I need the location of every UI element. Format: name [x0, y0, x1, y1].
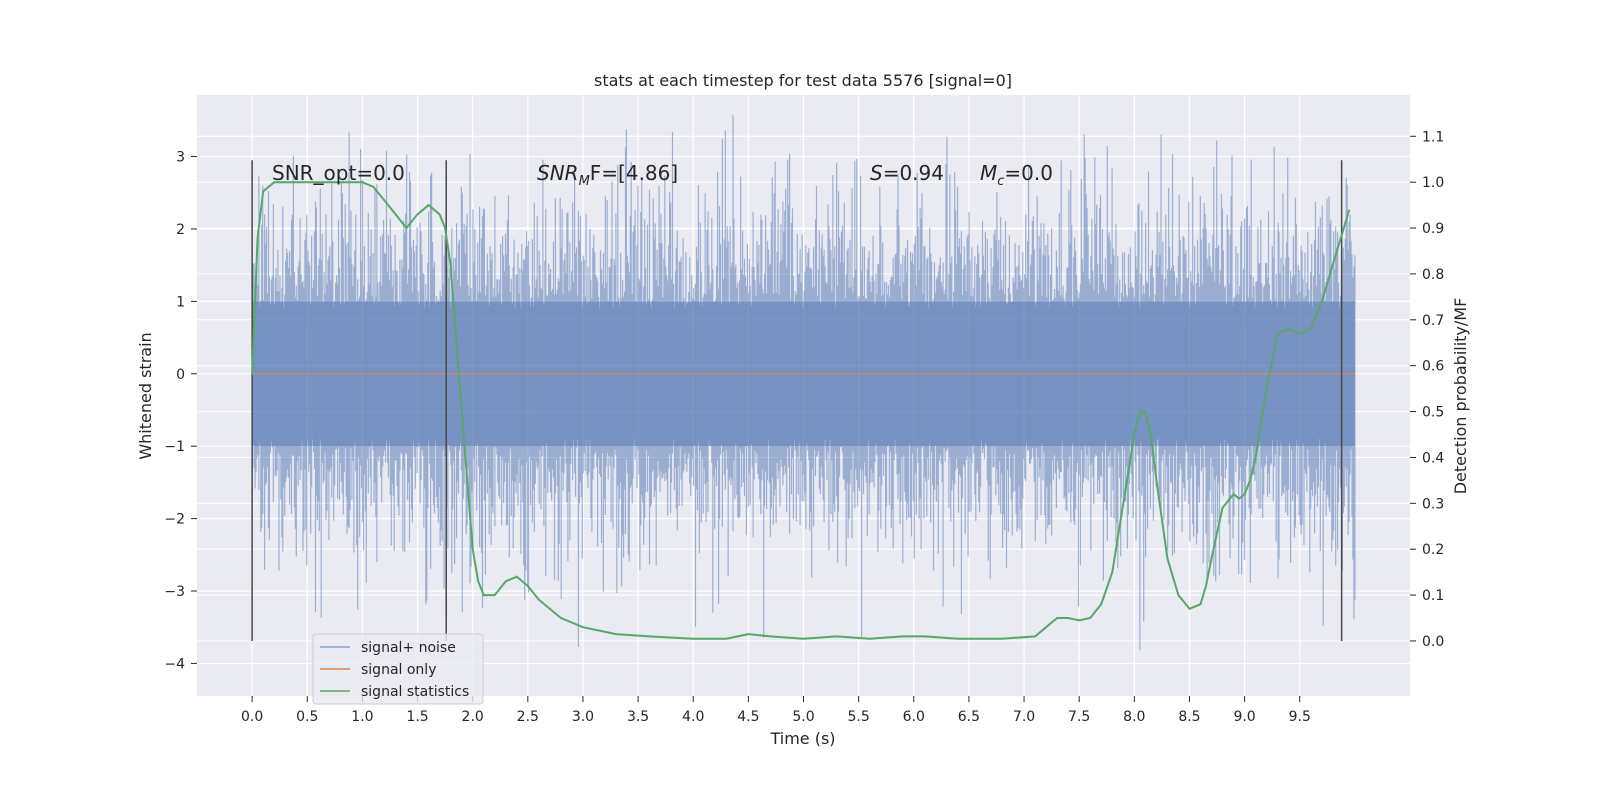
- s-annotation: S=0.94: [870, 161, 944, 185]
- y-tick-label: 3: [176, 150, 185, 166]
- x-axis-ticks: 0.0 0.5 1.0 1.5 2.0 2.5 3.0 3.5 4.0 4.5 5.0 5.5 6.0 6…: [241, 696, 1311, 725]
- y2-axis-ticks: 0.0 0.1 0.2 0.3 0.4 0.5 0.6 0.7 0.8 0.9 1.0 1.1: [1410, 129, 1444, 650]
- legend-label-noise: signal+ noise: [361, 640, 456, 656]
- y2-tick-label: 0.0: [1422, 634, 1444, 650]
- y2-axis-label: Detection probability/MF: [1451, 298, 1470, 495]
- y-tick-label: −3: [164, 584, 185, 600]
- x-tick-label: 4.5: [737, 709, 759, 725]
- s-main: S: [870, 161, 883, 185]
- y2-tick-label: 0.3: [1422, 496, 1444, 512]
- x-tick-label: 1.5: [406, 709, 428, 725]
- x-tick-label: 6.0: [903, 709, 925, 725]
- x-tick-label: 1.0: [351, 709, 373, 725]
- y-tick-label: 0: [176, 367, 185, 383]
- legend: signal+ noise signal only signal statist…: [312, 633, 484, 705]
- mc-annotation: Mc=0.0: [980, 161, 1053, 189]
- s-rest: =0.94: [883, 161, 944, 185]
- x-tick-label: 4.0: [682, 709, 704, 725]
- snr-opt-annotation: SNR_opt=0.0: [272, 161, 405, 185]
- y2-tick-label: 0.7: [1422, 313, 1444, 329]
- x-tick-label: 6.5: [958, 709, 980, 725]
- legend-box: [312, 633, 484, 705]
- x-tick-label: 0.0: [241, 709, 263, 725]
- x-tick-label: 7.0: [1013, 709, 1035, 725]
- y-tick-label: −2: [164, 512, 185, 528]
- signal-statistics-line: [251, 181, 1351, 640]
- y2-tick-label: 0.6: [1422, 359, 1444, 375]
- snr-mf-annotation: SNRMF=[4.86]: [537, 161, 678, 189]
- x-tick-label: 9.0: [1233, 709, 1255, 725]
- y-tick-label: 2: [176, 222, 185, 238]
- x-tick-label: 2.5: [517, 709, 539, 725]
- x-tick-label: 0.5: [296, 709, 318, 725]
- y2-tick-label: 0.1: [1422, 588, 1444, 604]
- legend-label-stats: signal statistics: [361, 684, 469, 700]
- mc-rest: =0.0: [1004, 161, 1053, 185]
- snr-mf-main: SNR: [537, 161, 579, 185]
- y-axis-label: Whitened strain: [136, 332, 155, 459]
- y-tick-label: −1: [164, 439, 185, 455]
- legend-label-signal: signal only: [361, 662, 436, 678]
- y-tick-label: −4: [164, 656, 185, 672]
- mc-main: M: [980, 161, 997, 185]
- snr-mf-rest: F=[4.86]: [590, 161, 678, 185]
- x-tick-label: 9.5: [1289, 709, 1311, 725]
- x-axis-label: Time (s): [769, 729, 835, 748]
- y2-tick-label: 0.2: [1422, 542, 1444, 558]
- y2-tick-label: 0.5: [1422, 405, 1444, 421]
- y2-tick-label: 0.8: [1422, 267, 1444, 283]
- x-tick-label: 8.0: [1123, 709, 1145, 725]
- y2-tick-label: 0.9: [1422, 221, 1444, 237]
- y2-tick-label: 1.0: [1422, 175, 1444, 191]
- mc-sub: c: [997, 174, 1004, 189]
- x-tick-label: 2.0: [462, 709, 484, 725]
- x-tick-label: 7.5: [1068, 709, 1090, 725]
- y2-tick-label: 0.4: [1422, 450, 1444, 466]
- y2-tick-label: 1.1: [1422, 129, 1444, 145]
- x-tick-label: 3.0: [572, 709, 594, 725]
- x-tick-label: 3.5: [627, 709, 649, 725]
- x-tick-label: 5.5: [848, 709, 870, 725]
- snr-mf-sub: M: [579, 174, 590, 189]
- x-tick-label: 5.0: [792, 709, 814, 725]
- x-tick-label: 8.5: [1178, 709, 1200, 725]
- signal-statistics-series: [251, 181, 1351, 640]
- y-axis-ticks: 3 2 1 0 −1 −2 −3 −4: [164, 150, 197, 672]
- chart-title: stats at each timestep for test data 557…: [594, 71, 1012, 90]
- y-tick-label: 1: [176, 294, 185, 310]
